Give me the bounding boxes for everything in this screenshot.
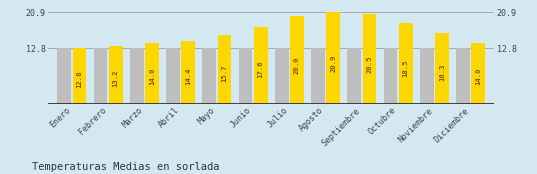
Bar [435,33,449,104]
Text: 20.9: 20.9 [330,54,336,72]
Bar [182,41,195,104]
Bar [130,48,143,104]
Bar [72,48,86,104]
Text: 14.0: 14.0 [149,68,155,85]
Text: 12.8: 12.8 [76,70,83,88]
Bar [383,48,397,104]
Bar [238,48,252,104]
Bar [166,48,180,104]
Bar [254,27,267,104]
Bar [362,14,376,104]
Text: 16.3: 16.3 [439,63,445,81]
Text: 14.0: 14.0 [475,68,481,85]
Bar [202,48,216,104]
Bar [275,48,288,104]
Bar [57,48,71,104]
Bar [456,48,470,104]
Text: 14.4: 14.4 [185,67,191,85]
Bar [471,43,485,104]
Bar [145,43,159,104]
Bar [347,48,361,104]
Bar [290,16,304,104]
Text: 20.5: 20.5 [366,55,372,73]
Text: 13.2: 13.2 [113,70,119,87]
Bar [399,23,412,104]
Bar [326,13,340,104]
Text: 18.5: 18.5 [403,59,409,77]
Bar [93,48,107,104]
Bar [109,46,122,104]
Bar [420,48,433,104]
Bar [217,35,231,104]
Text: Temperaturas Medias en sorlada: Temperaturas Medias en sorlada [32,162,220,172]
Text: 20.0: 20.0 [294,56,300,74]
Text: 15.7: 15.7 [221,65,228,82]
Bar [311,48,325,104]
Text: 17.6: 17.6 [258,61,264,78]
